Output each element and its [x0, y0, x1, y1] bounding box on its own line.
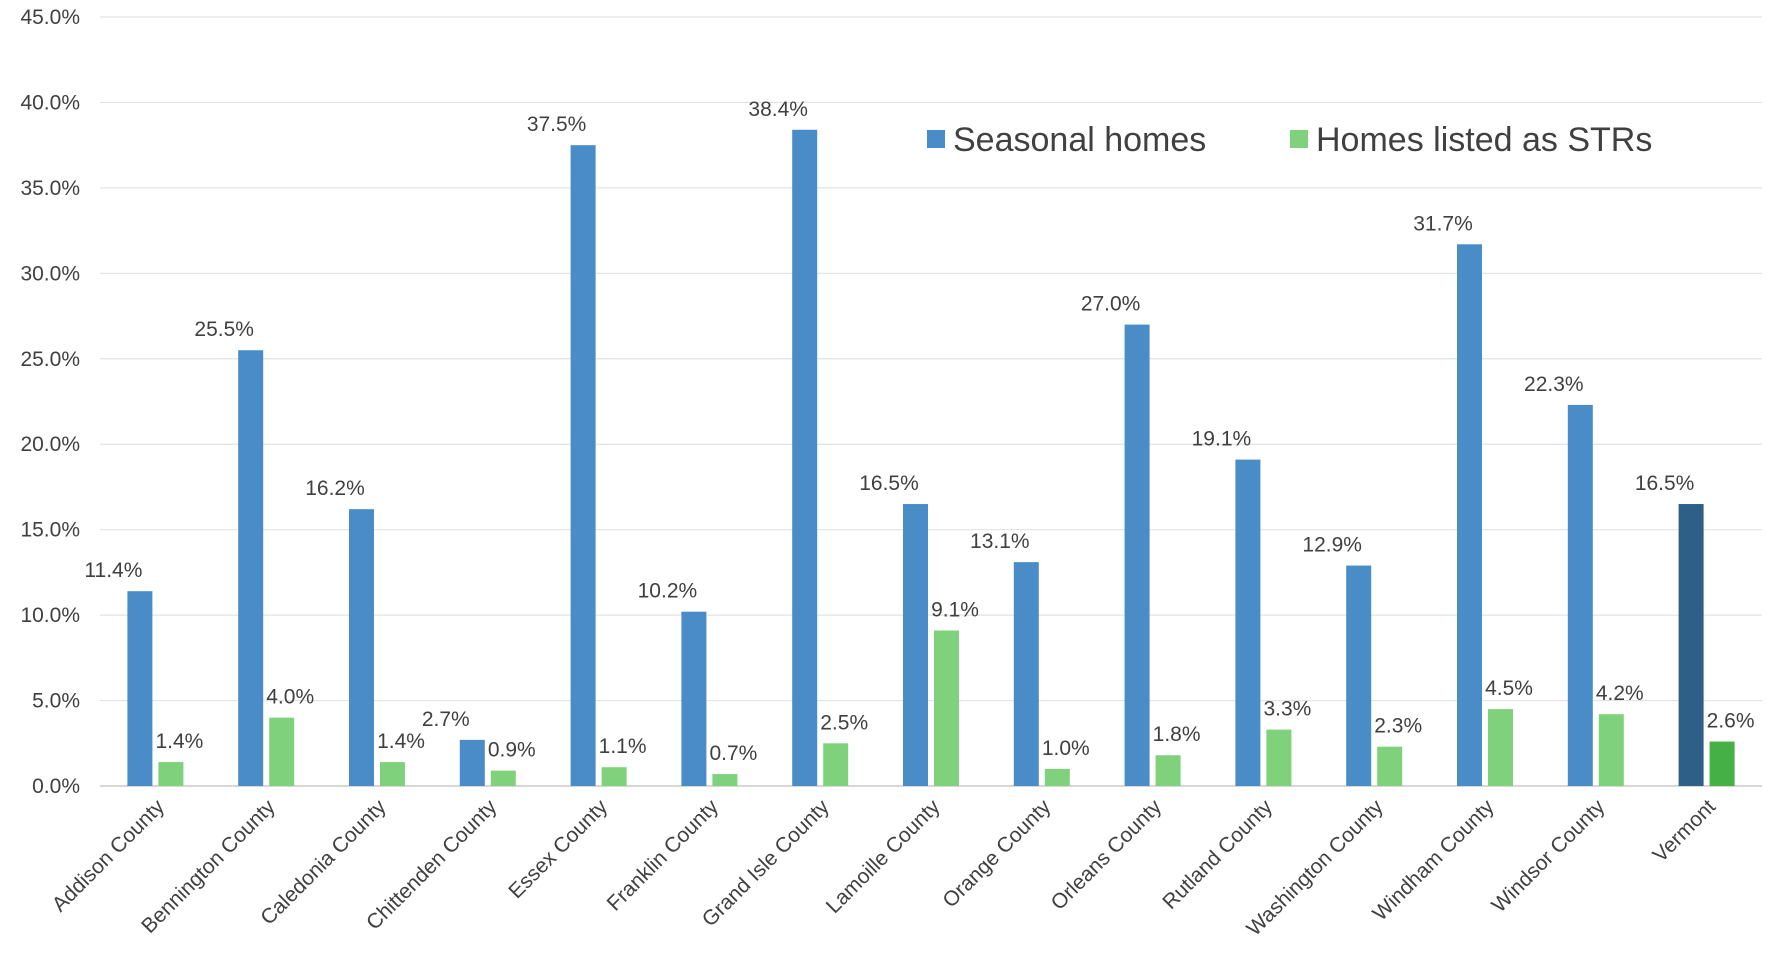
data-label-seasonal: 19.1% — [1192, 428, 1252, 451]
data-label-seasonal: 11.4% — [84, 559, 142, 582]
category-label: Lamoille County — [822, 795, 945, 918]
category-label: Orange County — [938, 795, 1055, 912]
category-label: Orleans County — [1047, 795, 1167, 915]
bar-strs — [1709, 741, 1735, 786]
bar-strs — [1266, 729, 1292, 786]
data-label-strs: 1.1% — [599, 735, 647, 758]
bar-strs — [380, 762, 405, 786]
data-label-seasonal: 25.5% — [194, 318, 254, 341]
bar-strs — [269, 717, 295, 786]
data-label-seasonal: 2.7% — [422, 708, 470, 731]
bar-seasonal-homes — [1124, 324, 1150, 786]
y-tick-label: 45.0% — [20, 6, 80, 29]
legend-swatch-strs — [1290, 130, 1308, 148]
legend-label-strs: Homes listed as STRs — [1316, 121, 1652, 159]
bar-strs — [1044, 768, 1070, 786]
bar-seasonal-homes — [1457, 244, 1482, 786]
data-label-seasonal: 13.1% — [970, 530, 1030, 553]
bar-seasonal-homes — [903, 504, 928, 786]
data-label-strs: 2.3% — [1374, 715, 1422, 738]
category-label: Franklin County — [603, 795, 724, 916]
category-label: Windham County — [1368, 795, 1499, 926]
data-label-seasonal: 22.3% — [1524, 373, 1584, 396]
data-label-seasonal: 16.2% — [305, 477, 365, 500]
y-tick-label: 0.0% — [32, 775, 80, 798]
category-label: Windsor County — [1487, 795, 1609, 917]
bar-seasonal-homes — [570, 145, 596, 786]
y-tick-label: 40.0% — [20, 91, 80, 114]
legend: Seasonal homes Homes listed as STRs — [927, 121, 1652, 159]
data-label-strs: 3.3% — [1263, 698, 1311, 721]
y-tick-label: 5.0% — [32, 690, 80, 713]
bar-strs — [601, 767, 627, 786]
data-label-seasonal: 16.5% — [1635, 472, 1695, 495]
data-label-strs: 2.5% — [820, 711, 868, 734]
legend-label-seasonal: Seasonal homes — [953, 121, 1206, 159]
category-label: Addison County — [48, 795, 169, 916]
gridlines — [100, 16, 1762, 787]
bar-seasonal-homes — [1678, 504, 1704, 786]
bar-strs — [823, 743, 849, 786]
bar-seasonal-homes — [1013, 562, 1039, 786]
bar-seasonal-homes — [459, 739, 485, 786]
data-label-strs: 1.8% — [1153, 723, 1201, 746]
data-label-seasonal: 37.5% — [527, 113, 587, 136]
bar-seasonal-homes — [349, 509, 374, 786]
data-label-seasonal: 38.4% — [748, 98, 808, 121]
y-tick-label: 20.0% — [20, 433, 80, 456]
y-tick-label: 10.0% — [20, 604, 80, 627]
bar-strs — [1377, 746, 1403, 786]
bar-strs — [1598, 714, 1624, 786]
y-axis: 0.0% 5.0% 10.0% 15.0% 20.0% 25.0% 30.0% 35.0% 40… — [20, 6, 80, 798]
bar-strs — [158, 762, 184, 786]
category-label: Rutland County — [1158, 795, 1277, 914]
y-tick-label: 15.0% — [20, 519, 80, 542]
bar-strs — [490, 770, 516, 786]
data-label-strs: 4.0% — [266, 686, 314, 709]
data-label-strs: 2.6% — [1707, 710, 1755, 733]
bar-strs — [712, 774, 738, 786]
y-tick-label: 30.0% — [20, 262, 80, 285]
bar-strs — [1155, 755, 1181, 786]
data-label-strs: 0.9% — [488, 739, 536, 762]
bar-seasonal-homes — [238, 350, 264, 786]
bar-strs — [1488, 709, 1513, 786]
bar-strs — [934, 630, 959, 786]
data-label-strs: 1.0% — [1042, 737, 1090, 760]
y-tick-label: 35.0% — [20, 177, 80, 200]
bar-seasonal-homes — [1346, 565, 1372, 786]
data-label-seasonal: 12.9% — [1302, 534, 1362, 557]
legend-swatch-seasonal — [927, 130, 945, 148]
data-label-strs: 4.2% — [1596, 682, 1644, 705]
data-label-seasonal: 27.0% — [1081, 293, 1141, 316]
data-labels: 11.4%1.4%25.5%4.0%16.2%1.4%2.7%0.9%37.5%… — [84, 98, 1754, 765]
bar-seasonal-homes — [681, 611, 707, 786]
data-label-strs: 9.1% — [931, 598, 979, 621]
data-label-strs: 1.4% — [377, 730, 425, 753]
data-label-strs: 0.7% — [709, 742, 757, 765]
data-label-seasonal: 10.2% — [638, 580, 698, 603]
bars — [127, 129, 1735, 786]
bar-seasonal-homes — [1235, 459, 1261, 786]
category-label: Vermont — [1649, 795, 1721, 867]
bar-seasonal-homes — [1567, 404, 1593, 786]
data-label-seasonal: 16.5% — [859, 472, 919, 495]
category-label: Essex County — [504, 795, 612, 903]
y-tick-label: 25.0% — [20, 348, 80, 371]
data-label-seasonal: 31.7% — [1413, 212, 1473, 235]
bar-seasonal-homes — [127, 591, 153, 786]
data-label-strs: 1.4% — [155, 730, 203, 753]
bar-seasonal-homes — [792, 129, 818, 786]
data-label-strs: 4.5% — [1485, 677, 1533, 700]
